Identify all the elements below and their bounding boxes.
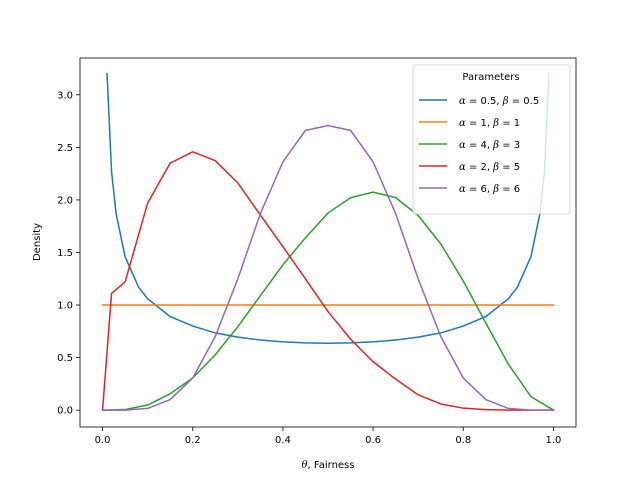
legend-label-2: α = 1, β = 1 xyxy=(459,118,520,129)
legend-label-3: α = 4, β = 3 xyxy=(459,140,520,151)
axes-frame xyxy=(79,57,577,428)
x-tick-label: 0.8 xyxy=(455,435,471,446)
x-tick-label: 1.0 xyxy=(546,435,562,446)
legend: Parameters α = 0.5, β = 0.5α = 1, β = 1α… xyxy=(412,64,571,215)
legend-title: Parameters xyxy=(462,72,519,83)
y-tick-label: 1.5 xyxy=(57,248,73,259)
legend-items: α = 0.5, β = 0.5 α = 1, β = 1 α = 4, β = 3… xyxy=(419,96,539,195)
legend-label-4: α = 2, β = 5 xyxy=(459,162,520,173)
y-tick-label: 0.5 xyxy=(57,353,73,364)
y-tick-label: 2.5 xyxy=(57,143,73,154)
y-tick-label: 2.0 xyxy=(57,195,73,206)
x-tick-label: 0.2 xyxy=(185,435,201,446)
y-axis-label: Density xyxy=(32,223,43,261)
x-tick-label: 0.4 xyxy=(275,435,291,446)
x-axis: 0.0 0.2 0.4 0.6 0.8 1.0 xyxy=(95,427,562,446)
plot-area xyxy=(101,72,555,412)
legend-label-1: α = 0.5, β = 0.5 xyxy=(459,96,539,107)
y-tick-label: 0.0 xyxy=(57,406,73,417)
x-tick-label: 0.6 xyxy=(365,435,381,446)
series-line-1 xyxy=(106,72,550,344)
y-tick-label: 1.0 xyxy=(57,301,73,312)
series-line-3 xyxy=(101,191,555,412)
series-line-4 xyxy=(101,151,555,411)
x-axis-label: θ, Fairness xyxy=(302,460,355,471)
y-tick-label: 3.0 xyxy=(57,90,73,101)
y-axis: 0.0 0.5 1.0 1.5 2.0 2.5 3.0 xyxy=(57,90,80,417)
series-line-5 xyxy=(101,124,555,411)
legend-box xyxy=(412,64,571,215)
x-tick-label: 0.0 xyxy=(95,435,111,446)
legend-label-5: α = 6, β = 6 xyxy=(459,184,520,195)
